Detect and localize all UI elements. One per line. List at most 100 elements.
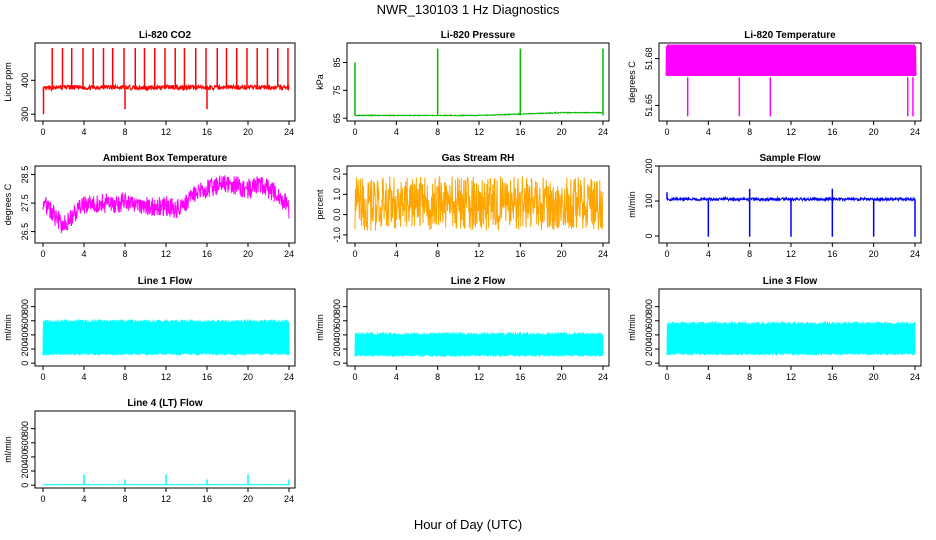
- y-tick-label: 200: [332, 342, 342, 357]
- x-tick-label: 12: [786, 249, 796, 259]
- x-tick-label: 8: [122, 127, 127, 137]
- y-tick-label: 200: [20, 464, 30, 479]
- x-tick-label: 24: [598, 249, 608, 259]
- x-tick-label: 20: [557, 127, 567, 137]
- y-tick-label: 51.68: [644, 47, 654, 70]
- x-tick-label: 12: [161, 372, 171, 382]
- chart-panel: 0 4 8 12 16 20 24 0 100 200 ml/min Sample Flow: [627, 153, 922, 259]
- x-tick-label: 8: [747, 249, 752, 259]
- chart-title: Line 4 (LT) Flow: [127, 398, 203, 409]
- x-tick-label: 16: [515, 372, 525, 382]
- y-tick-label: 27.5: [20, 194, 30, 212]
- x-tick-label: 4: [81, 249, 86, 259]
- y-axis-label: Licor ppm: [3, 62, 13, 102]
- y-tick-label: 0: [332, 361, 342, 366]
- y-tick-label: 400: [20, 449, 30, 464]
- x-tick-label: 8: [122, 372, 127, 382]
- y-tick-label: 200: [644, 342, 654, 357]
- x-tick-label: 12: [474, 127, 484, 137]
- y-axis-label: ml/min: [627, 314, 637, 341]
- x-tick-label: 24: [598, 127, 608, 137]
- chart-title: Li-820 Temperature: [744, 30, 836, 41]
- x-tick-label: 16: [827, 249, 837, 259]
- x-tick-label: 4: [706, 249, 711, 259]
- data-line: [42, 319, 290, 356]
- x-tick-label: 4: [81, 372, 86, 382]
- x-tick-label: 0: [40, 249, 45, 259]
- y-axis-label: degrees C: [3, 183, 13, 225]
- x-tick-label: 8: [122, 494, 127, 504]
- x-axis-title: Hour of Day (UTC): [413, 517, 523, 532]
- x-tick-label: 16: [202, 372, 212, 382]
- x-tick-label: 24: [910, 249, 920, 259]
- y-axis-label: ml/min: [3, 436, 13, 463]
- x-tick-label: 0: [664, 127, 669, 137]
- x-tick-label: 24: [284, 494, 294, 504]
- chart-title: Sample Flow: [759, 153, 820, 164]
- y-tick-label: 400: [20, 327, 30, 342]
- x-tick-label: 12: [161, 494, 171, 504]
- x-tick-label: 8: [747, 372, 752, 382]
- x-tick-label: 12: [786, 127, 796, 137]
- y-tick-label: 28.5: [20, 166, 30, 184]
- x-tick-label: 4: [394, 372, 399, 382]
- y-tick-label: 0.0: [332, 208, 342, 221]
- y-tick-label: -1.0: [332, 227, 342, 243]
- x-tick-label: 0: [664, 372, 669, 382]
- x-tick-label: 4: [81, 127, 86, 137]
- y-tick-label: 0: [644, 233, 654, 238]
- y-tick-label: 1.0: [332, 188, 342, 201]
- chart-panel: 0 4 8 12 16 20 24 65 75 85 kPa Li-820 Pressure: [315, 30, 610, 137]
- x-tick-label: 16: [827, 372, 837, 382]
- y-tick-label: 200: [20, 342, 30, 357]
- y-tick-label: 85: [332, 57, 342, 67]
- data-line: [42, 83, 290, 93]
- x-tick-label: 8: [435, 249, 440, 259]
- x-tick-label: 0: [40, 372, 45, 382]
- x-tick-label: 4: [394, 249, 399, 259]
- y-tick-label: 75: [332, 85, 342, 95]
- x-tick-label: 8: [747, 127, 752, 137]
- y-tick-label: 0: [644, 361, 654, 366]
- y-axis-label: ml/min: [315, 314, 325, 341]
- data-line: [354, 332, 604, 357]
- y-tick-label: 400: [20, 73, 30, 88]
- plot-frame: [34, 165, 296, 244]
- y-tick-label: 800: [644, 299, 654, 314]
- x-tick-label: 20: [557, 249, 567, 259]
- plot-frame: [346, 165, 610, 244]
- plot-frame: [658, 288, 922, 367]
- x-tick-label: 0: [352, 372, 357, 382]
- chart-panel: 0 4 8 12 16 20 24 300 400 Licor ppm Li-820 CO2: [3, 30, 296, 137]
- x-tick-label: 16: [202, 494, 212, 504]
- x-tick-label: 20: [243, 249, 253, 259]
- x-tick-label: 8: [435, 372, 440, 382]
- y-tick-label: 600: [20, 435, 30, 450]
- y-tick-label: 300: [20, 107, 30, 122]
- figure-title: NWR_130103 1 Hz Diagnostics: [376, 2, 560, 17]
- chart-title: Gas Stream RH: [442, 153, 515, 164]
- y-axis-label: kPa: [315, 74, 325, 90]
- y-tick-label: 26.5: [20, 223, 30, 241]
- chart-panel: 0 4 8 12 16 20 24 51.65 51.68 degrees C Li-820 Tem…: [627, 30, 922, 137]
- x-tick-label: 0: [40, 494, 45, 504]
- y-tick-label: 0: [20, 483, 30, 488]
- chart-panel: 0 4 8 12 16 20 24 26.5 27.5 28.5 degrees C Ambient …: [3, 153, 296, 259]
- y-tick-label: 600: [20, 313, 30, 328]
- x-tick-label: 8: [122, 249, 127, 259]
- x-tick-label: 0: [40, 127, 45, 137]
- x-tick-label: 20: [243, 127, 253, 137]
- data-band: [667, 44, 915, 76]
- x-tick-label: 0: [352, 127, 357, 137]
- plot-frame: [346, 42, 610, 122]
- x-tick-label: 12: [474, 372, 484, 382]
- x-tick-label: 0: [352, 249, 357, 259]
- x-tick-label: 4: [706, 127, 711, 137]
- data-line: [354, 175, 604, 231]
- y-axis-label: ml/min: [3, 314, 13, 341]
- x-tick-label: 8: [435, 127, 440, 137]
